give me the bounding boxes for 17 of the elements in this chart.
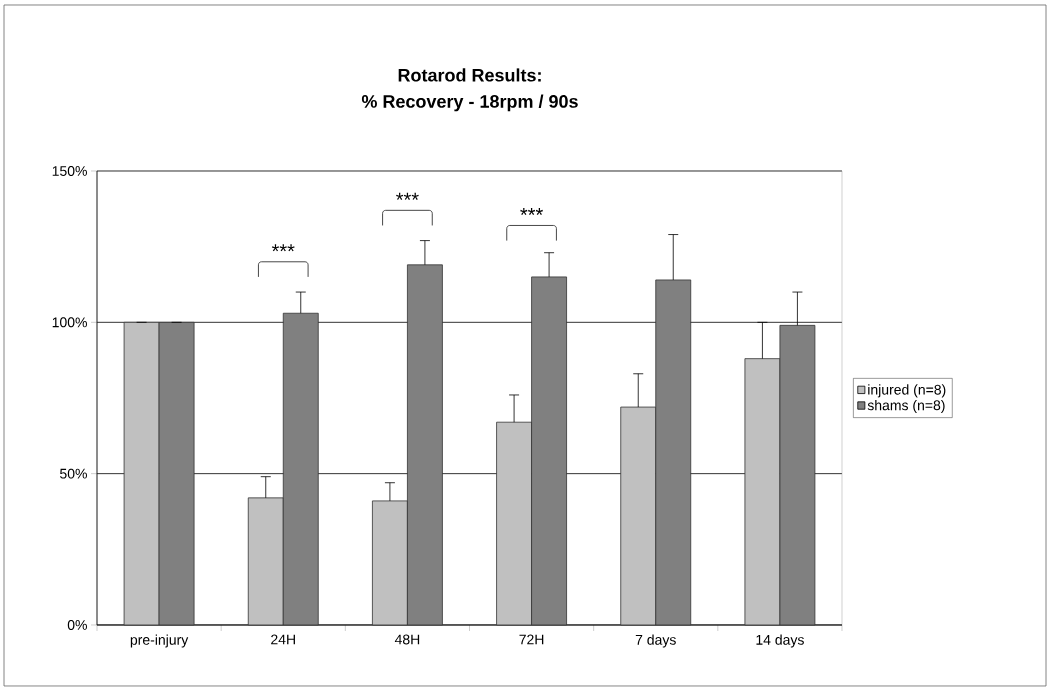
annotation: *** bbox=[520, 208, 543, 216]
x-tick-label: pre-injury bbox=[130, 634, 189, 648]
x-tick-label: 14 days bbox=[756, 634, 804, 648]
legend-label: shams (n=8) bbox=[867, 399, 945, 414]
annotation: *** bbox=[271, 244, 295, 252]
legend-label: injured (n=8) bbox=[868, 384, 946, 398]
y-tick-label: 0% bbox=[67, 620, 87, 630]
chart-subtitle: % Recovery - 18rpm / 90s bbox=[361, 94, 578, 112]
x-tick-label: 72H bbox=[519, 634, 544, 645]
x-tick-label: 7 days bbox=[635, 634, 676, 648]
chart-title: Rotarod Results: bbox=[398, 68, 541, 82]
annotation: *** bbox=[396, 192, 419, 200]
y-tick-label: 150% bbox=[52, 166, 87, 176]
x-tick-label: 24H bbox=[271, 634, 295, 645]
y-tick-label: 50% bbox=[60, 468, 87, 479]
y-tick-label: 100% bbox=[52, 317, 87, 328]
x-tick-label: 48H bbox=[394, 634, 420, 645]
